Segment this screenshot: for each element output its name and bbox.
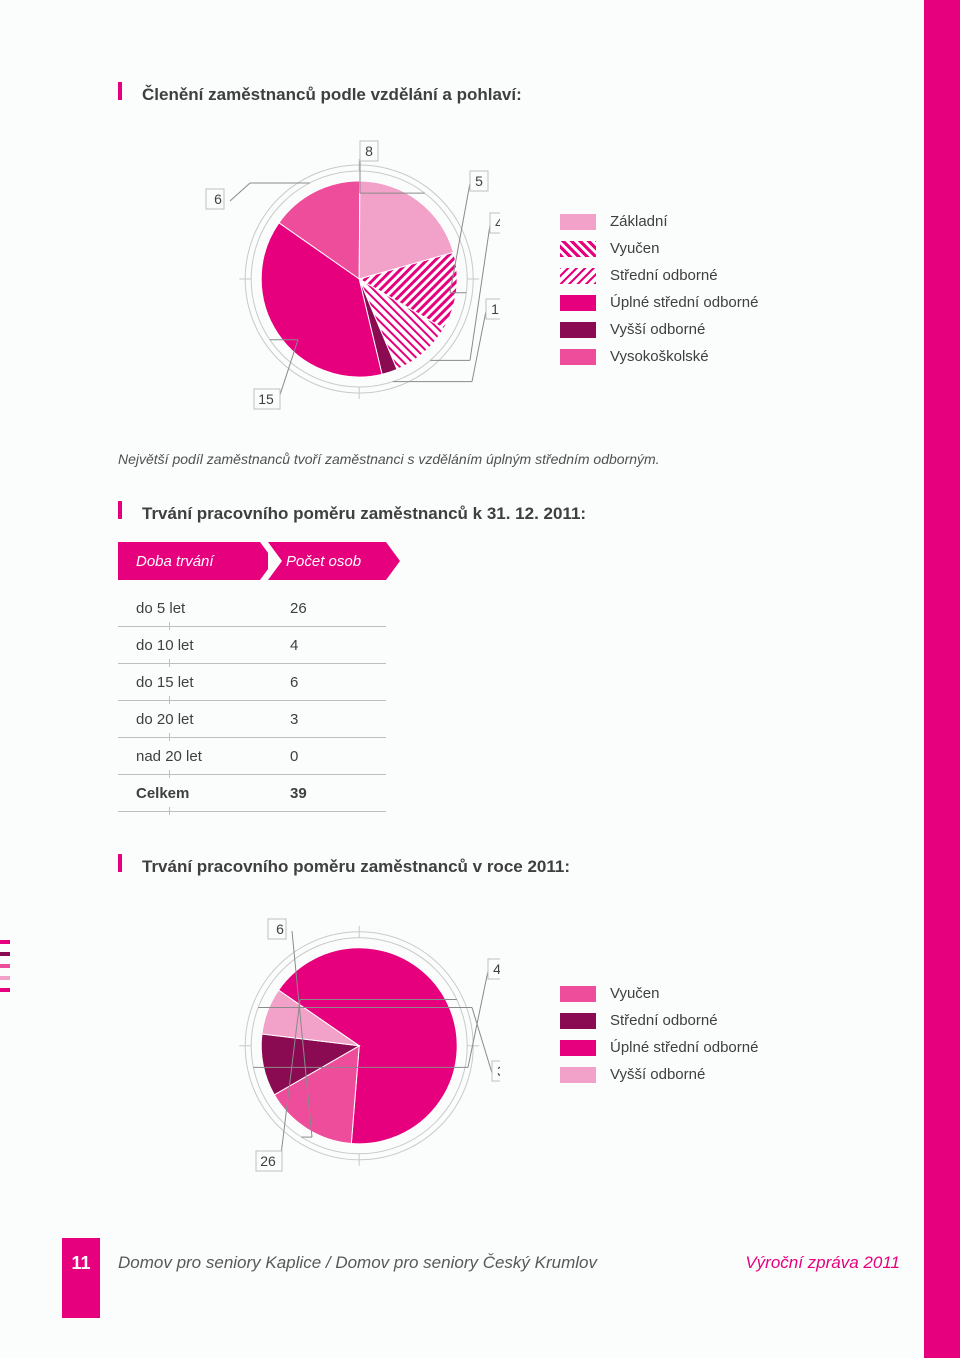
legend-item: Úplné střední odborné	[560, 1039, 758, 1056]
legend-swatch	[560, 1067, 596, 1083]
section2-heading: Trvání pracovního poměru zaměstnanců k 3…	[118, 501, 860, 524]
legend-label: Vysokoškolské	[610, 348, 709, 365]
table-cell-count: 39	[260, 775, 386, 812]
legend-item: Střední odborné	[560, 1012, 758, 1029]
table-cell-duration: nad 20 let	[118, 738, 260, 775]
pie-callout-label: 8	[360, 141, 378, 161]
table-cell-count: 6	[260, 664, 386, 701]
pie-callout-label: 1	[486, 299, 500, 319]
section3-legend: Vyučen Střední odborné Úplné střední odbor…	[560, 985, 758, 1083]
legend-swatch	[560, 268, 596, 284]
legend-swatch	[560, 241, 596, 257]
table-cell-count: 4	[260, 627, 386, 664]
svg-text:3: 3	[497, 1063, 500, 1079]
legend-label: Vyučen	[610, 240, 659, 257]
pie-callout-label: 26	[256, 1151, 282, 1171]
table-cell-duration: do 20 let	[118, 701, 260, 738]
legend-item: Úplné střední odborné	[560, 294, 758, 311]
legend-label: Střední odborné	[610, 1012, 718, 1029]
page-footer: 11 Domov pro seniory Kaplice / Domov pro…	[62, 1238, 900, 1288]
page-number: 11	[62, 1238, 100, 1288]
section3-heading: Trvání pracovního poměru zaměstnanců v r…	[118, 854, 860, 877]
legend-label: Vyučen	[610, 985, 659, 1002]
table-cell-count: 26	[260, 590, 386, 627]
table-cell-duration: do 5 let	[118, 590, 260, 627]
table-cell-count: 0	[260, 738, 386, 775]
heading-accent-bar	[118, 501, 122, 519]
legend-item: Vysokoškolské	[560, 348, 758, 365]
section3-pie-chart: 26 6 4 3	[180, 895, 500, 1185]
legend-label: Úplné střední odborné	[610, 294, 758, 311]
svg-text:4: 4	[493, 961, 500, 977]
table-row: nad 20 let0	[118, 738, 386, 775]
legend-swatch	[560, 1013, 596, 1029]
legend-label: Vyšší odborné	[610, 321, 705, 338]
svg-text:8: 8	[365, 143, 373, 159]
page-number-tail	[62, 1288, 100, 1318]
legend-swatch	[560, 214, 596, 230]
pie-callout-label: 15	[254, 389, 280, 409]
footer-right-text: Výroční zpráva 2011	[745, 1253, 900, 1273]
legend-swatch	[560, 322, 596, 338]
pie-callout-label: 4	[488, 959, 500, 979]
svg-text:5: 5	[475, 173, 483, 189]
legend-swatch	[560, 1040, 596, 1056]
tenure-table: Doba trvání Počet osob do 5 let26do 10 l…	[118, 542, 386, 812]
legend-item: Základní	[560, 213, 758, 230]
section1-caption: Největší podíl zaměstnanců tvoří zaměstn…	[118, 451, 860, 467]
legend-label: Střední odborné	[610, 267, 718, 284]
table-cell-duration: do 15 let	[118, 664, 260, 701]
legend-swatch	[560, 349, 596, 365]
svg-text:6: 6	[276, 921, 284, 937]
table-row: do 20 let3	[118, 701, 386, 738]
left-edge-ticks	[0, 940, 10, 1000]
legend-label: Úplné střední odborné	[610, 1039, 758, 1056]
right-accent-bar	[924, 0, 960, 1358]
section1-heading: Členění zaměstnanců podle vzdělání a poh…	[118, 82, 860, 105]
legend-item: Vyšší odborné	[560, 321, 758, 338]
svg-text:15: 15	[258, 391, 274, 407]
legend-item: Střední odborné	[560, 267, 758, 284]
legend-label: Vyšší odborné	[610, 1066, 705, 1083]
table-cell-count: 3	[260, 701, 386, 738]
section3-title: Trvání pracovního poměru zaměstnanců v r…	[142, 857, 570, 877]
section1-title: Členění zaměstnanců podle vzdělání a poh…	[142, 85, 522, 105]
heading-accent-bar	[118, 854, 122, 872]
table-row: do 5 let26	[118, 590, 386, 627]
table-cell-duration: Celkem	[118, 775, 260, 812]
table-cell-duration: do 10 let	[118, 627, 260, 664]
table-header-duration: Doba trvání	[118, 542, 260, 580]
table-header-count: Počet osob	[268, 542, 386, 580]
legend-item: Vyučen	[560, 985, 758, 1002]
pie-callout-label: 6	[268, 919, 286, 939]
pie-callout-label: 4	[490, 213, 500, 233]
table-row: do 15 let6	[118, 664, 386, 701]
legend-swatch	[560, 295, 596, 311]
svg-text:1: 1	[491, 301, 499, 317]
table-row-total: Celkem39	[118, 775, 386, 812]
pie-callout-label: 6	[206, 189, 224, 209]
footer-left-text: Domov pro seniory Kaplice / Domov pro se…	[118, 1253, 597, 1273]
legend-item: Vyučen	[560, 240, 758, 257]
pie-callout-label: 3	[492, 1061, 500, 1081]
heading-accent-bar	[118, 82, 122, 100]
table-row: do 10 let4	[118, 627, 386, 664]
svg-text:4: 4	[495, 215, 500, 231]
legend-label: Základní	[610, 213, 668, 230]
pie-callout-label: 5	[470, 171, 488, 191]
svg-text:6: 6	[214, 191, 222, 207]
section2-title: Trvání pracovního poměru zaměstnanců k 3…	[142, 504, 586, 524]
section1-pie-chart: 6 8 5 4 1 15	[180, 123, 500, 423]
section1-legend: Základní Vyučen Střední odborné Úplné střed…	[560, 213, 758, 365]
svg-text:26: 26	[260, 1153, 276, 1169]
legend-swatch	[560, 986, 596, 1002]
legend-item: Vyšší odborné	[560, 1066, 758, 1083]
